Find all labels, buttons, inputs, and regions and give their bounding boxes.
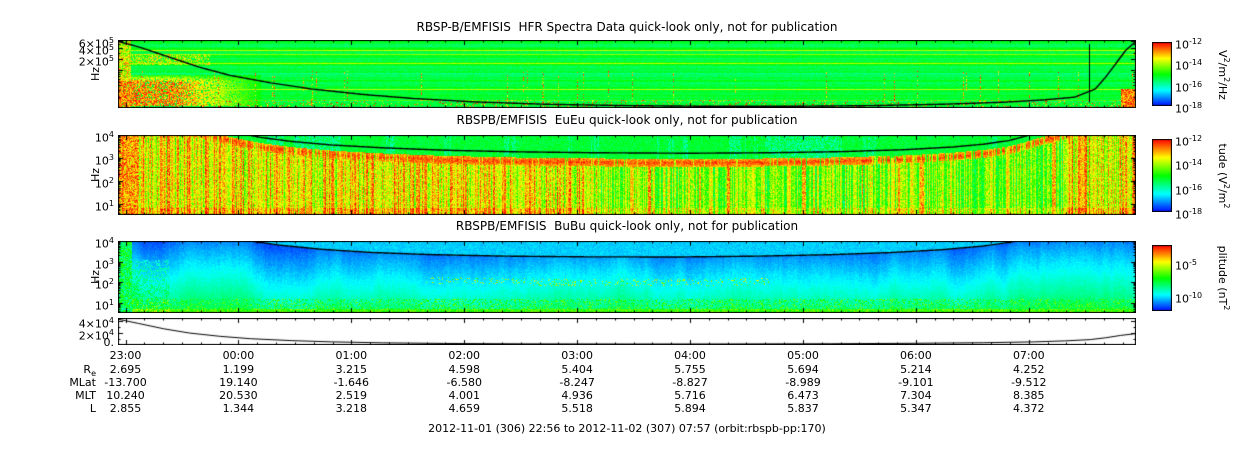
y-tick-label: 2×105 (78, 54, 114, 69)
frequency-line-plot-canvas (118, 318, 1136, 345)
ephemeris-value: 5.404 (561, 363, 593, 376)
ephemeris-value: 5.214 (900, 363, 932, 376)
ephemeris-value: -6.580 (446, 376, 482, 389)
bubu-spectrogram-canvas (118, 241, 1136, 313)
bubu-colorbar (1152, 245, 1172, 311)
ephemeris-value: 4.001 (448, 389, 480, 402)
ephemeris-row-label: MLat (69, 376, 96, 389)
colorbar-tick-label: 10-12 (1175, 134, 1203, 149)
ephemeris-value: 4.372 (1013, 402, 1045, 415)
colorbar-tick-label: 10-14 (1175, 158, 1203, 173)
y-tick-label: 103 (94, 256, 114, 272)
ephemeris-value: 6.473 (787, 389, 819, 402)
y-tick-label: 101 (94, 198, 114, 214)
ephemeris-value: -9.512 (1011, 376, 1047, 389)
ephemeris-value: -8.827 (672, 376, 708, 389)
ephemeris-value: 8.385 (1013, 389, 1045, 402)
ephemeris-value: 5.716 (674, 389, 706, 402)
ephemeris-value: 4.598 (448, 363, 480, 376)
ephemeris-value: -9.101 (898, 376, 934, 389)
colorbar-tick-label: 10-16 (1175, 182, 1203, 198)
ephemeris-value: 5.894 (674, 402, 706, 415)
ephemeris-value: 2.519 (335, 389, 368, 402)
colorbar-tick-label: 10-12 (1175, 37, 1203, 52)
y-tick-label: 4×104 (78, 315, 114, 331)
y-tick-label: 6×105 (78, 36, 114, 51)
colorbar-tick-label: 10-16 (1175, 79, 1203, 95)
ephemeris-value: 5.755 (674, 363, 706, 376)
eueu-spectrogram-canvas (118, 135, 1136, 215)
colorbar-tick-label: 10-5 (1175, 258, 1197, 274)
colorbar-tick-label: 10-18 (1175, 101, 1203, 116)
panel-bubu-title: RBSPB/EMFISIS BuBu quick-look only, not … (455, 219, 799, 233)
ephemeris-value: 2.855 (109, 402, 142, 415)
ephemeris-value: 2.695 (109, 363, 142, 376)
colorbar-tick-label: 10-10 (1175, 291, 1203, 307)
ephemeris-value: 3.218 (335, 402, 368, 415)
ephemeris-row-label: Re (83, 363, 96, 379)
ephemeris-value: 1.199 (222, 363, 255, 376)
y-axis-title-hfr: Hz (89, 66, 102, 82)
eueu-colorbar (1152, 139, 1172, 212)
time-tick-label: 05:00 (787, 349, 819, 362)
time-tick-label: 02:00 (448, 349, 481, 362)
ephemeris-value: 4.659 (448, 402, 480, 415)
colorbar-unit-eueu: tude (V2/m2 (1216, 143, 1231, 209)
ephemeris-value: 3.215 (335, 363, 368, 376)
panel-eueu-title: RBSPB/EMFISIS EuEu quick-look only, not … (456, 113, 798, 127)
ephemeris-value: 5.347 (900, 402, 932, 415)
y-tick-label: 104 (94, 130, 114, 145)
y-tick-label: 2×104 (78, 328, 114, 343)
ephemeris-row-label: MLT (75, 389, 96, 402)
y-tick-label: 4×105 (78, 42, 114, 58)
y-tick-label: 102 (94, 277, 114, 292)
ephemeris-value: -8.247 (559, 376, 595, 389)
ephemeris-value: 10.240 (106, 389, 145, 402)
hfr-colorbar (1152, 42, 1172, 106)
time-tick-label: 01:00 (335, 349, 368, 362)
ephemeris-value: -13.700 (104, 376, 147, 389)
colorbar-tick-label: 10-14 (1175, 58, 1203, 73)
time-tick-label: 06:00 (900, 349, 932, 362)
y-tick-label: 101 (94, 297, 114, 313)
time-tick-label: 04:00 (674, 349, 706, 362)
ephemeris-value: 1.344 (222, 402, 255, 415)
caption: 2012-11-01 (306) 22:56 to 2012-11-02 (30… (428, 422, 826, 435)
y-tick-label: 103 (94, 152, 114, 168)
ephemeris-value: 7.304 (900, 389, 932, 402)
ephemeris-value: 5.518 (561, 402, 593, 415)
y-tick-label: 104 (94, 236, 114, 251)
ephemeris-row-label: L (89, 402, 96, 415)
ephemeris-value: 20.530 (219, 389, 258, 402)
hfr-spectrogram-canvas (118, 40, 1136, 108)
colorbar-tick-label: 10-18 (1175, 207, 1203, 222)
time-tick-label: 23:00 (109, 349, 142, 362)
time-tick-label: 00:00 (222, 349, 255, 362)
ephemeris-value: -8.989 (785, 376, 821, 389)
time-tick-label: 03:00 (561, 349, 593, 362)
y-tick-label: 102 (94, 175, 114, 191)
y-tick-label: 0. (103, 336, 115, 350)
ephemeris-value: 4.252 (1013, 363, 1045, 376)
ephemeris-value: 4.936 (561, 389, 593, 402)
ephemeris-value: 19.140 (219, 376, 258, 389)
ephemeris-value: -1.646 (333, 376, 370, 389)
time-tick-label: 07:00 (1012, 349, 1045, 362)
ephemeris-value: 5.837 (787, 402, 819, 415)
ephemeris-value: 5.694 (787, 363, 819, 376)
panel-hfr-title: RBSP-B/EMFISIS HFR Spectra Data quick-lo… (416, 20, 838, 34)
